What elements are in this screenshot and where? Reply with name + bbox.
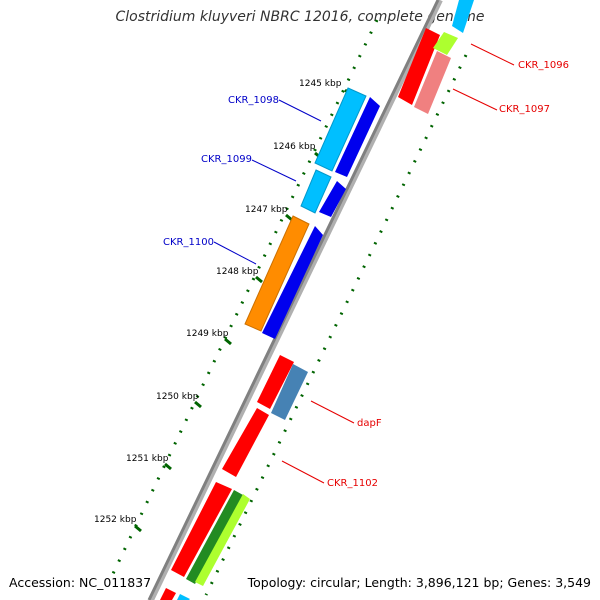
tick-label: 1251 kbp xyxy=(126,454,169,464)
accession-text: Accession: NC_011837 xyxy=(9,575,152,590)
tick-label: 1245 kbp xyxy=(299,79,342,89)
tick-label: 1247 kbp xyxy=(245,205,288,215)
label-dapf: dapF xyxy=(357,418,382,429)
gene-ckr-1096[interactable] xyxy=(433,32,458,55)
tick-label: 1246 kbp xyxy=(273,142,316,152)
gene-ckr-1097[interactable] xyxy=(414,51,451,114)
gene-lime-bottom[interactable] xyxy=(195,494,250,586)
tick-label: 1250 kbp xyxy=(156,392,199,402)
leader-line-ckr-1099 xyxy=(251,159,297,182)
tick-mark xyxy=(255,275,263,284)
leader-lines xyxy=(213,43,515,484)
map-title: Clostridium kluyveri NBRC 12016, complet… xyxy=(115,9,485,25)
genome-backbone xyxy=(147,0,440,600)
label-ckr-1102: CKR_1102 xyxy=(327,478,378,489)
genome-summary-text: Topology: circular; Length: 3,896,121 bp… xyxy=(247,575,591,590)
backbone-shadow xyxy=(148,0,443,600)
leader-line-dapf xyxy=(310,400,355,424)
leader-line-ckr-1102 xyxy=(281,460,325,484)
gene-blue-arrow-2[interactable] xyxy=(319,181,346,217)
tick-mark xyxy=(224,337,232,346)
leader-line-ckr-1098 xyxy=(278,99,322,122)
tick-mark xyxy=(285,213,293,222)
gene-cyan-bottom[interactable] xyxy=(177,594,190,600)
leader-line-ckr-1096 xyxy=(470,43,515,66)
tick-mark xyxy=(164,462,172,471)
gene-darkgreen[interactable] xyxy=(186,490,243,584)
tick-label: 1248 kbp xyxy=(216,267,259,277)
tick-mark xyxy=(134,524,142,533)
gene-dapf[interactable] xyxy=(271,364,308,420)
tick-marks xyxy=(134,88,352,533)
label-ckr-1100: CKR_1100 xyxy=(163,237,214,248)
leader-line-ckr-1100 xyxy=(213,241,257,265)
gene-blue-arrow-3[interactable] xyxy=(262,226,323,339)
gene-red-top[interactable] xyxy=(398,28,440,105)
gene-ckr-1100[interactable] xyxy=(244,215,310,332)
gene-blue-arrow-1[interactable] xyxy=(335,97,380,177)
label-ckr-1097: CKR_1097 xyxy=(499,104,550,115)
label-ckr-1098: CKR_1098 xyxy=(228,95,279,106)
gene-red-bottom-2[interactable] xyxy=(160,588,176,600)
label-ckr-1099: CKR_1099 xyxy=(201,154,252,165)
gene-red-bottom[interactable] xyxy=(171,482,232,577)
tick-label: 1252 kbp xyxy=(94,515,137,525)
gene-ckr-1098[interactable] xyxy=(314,87,367,172)
gene-cds-top-cyan[interactable] xyxy=(452,0,474,33)
leader-line-ckr-1097 xyxy=(452,88,498,111)
gene-ckr-1102[interactable] xyxy=(222,408,269,477)
gene-red-1250[interactable] xyxy=(257,355,294,409)
dotted-guide-inner xyxy=(204,54,468,596)
tick-label: 1249 kbp xyxy=(186,329,229,339)
label-ckr-1096: CKR_1096 xyxy=(518,60,569,71)
gene-ckr-1099[interactable] xyxy=(300,169,332,214)
tick-mark xyxy=(194,400,202,409)
